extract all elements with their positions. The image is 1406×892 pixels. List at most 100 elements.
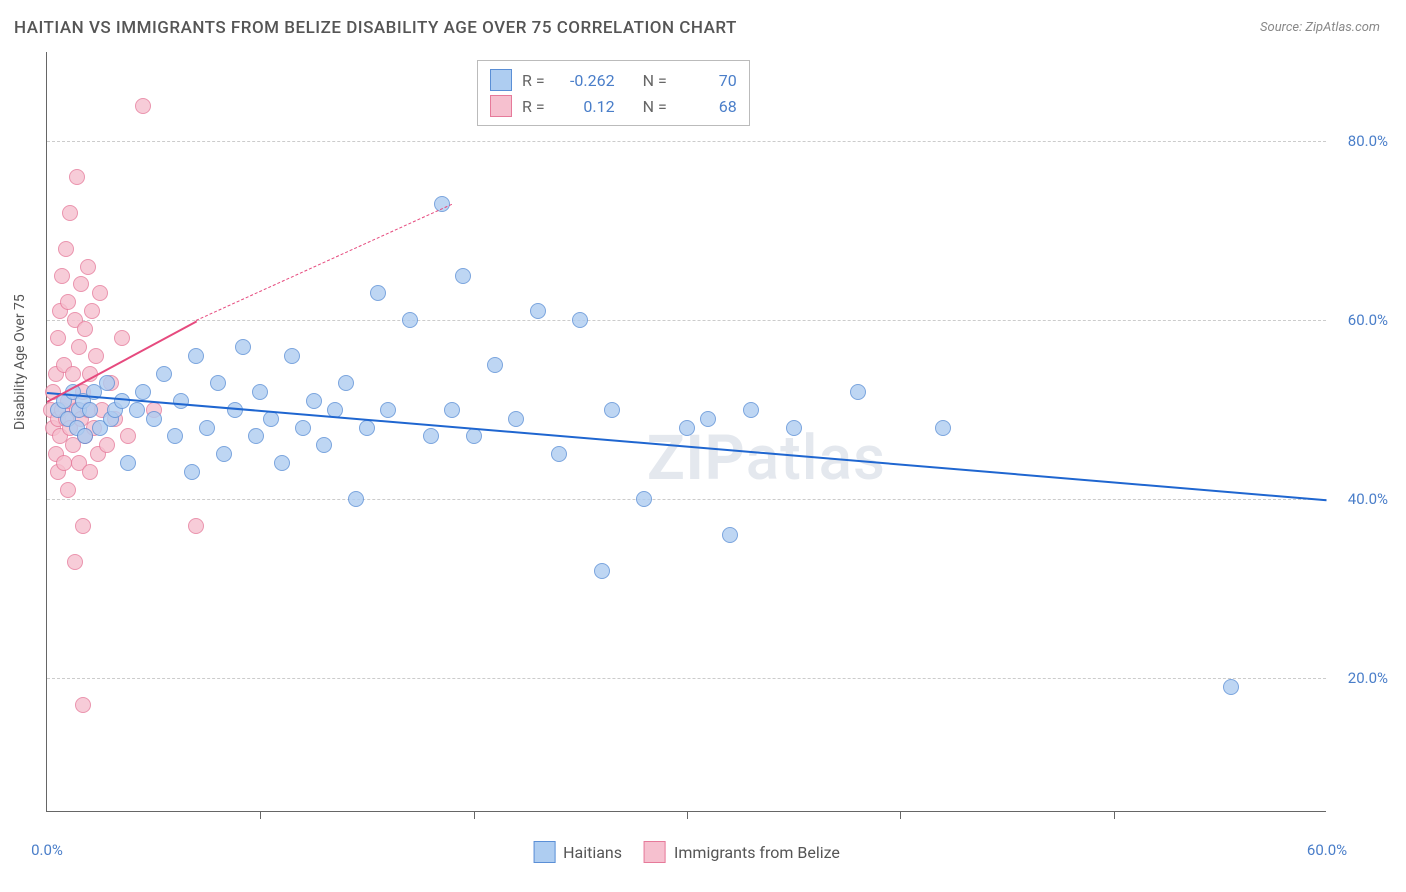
scatter-point-belize (82, 464, 98, 480)
scatter-point-belize (120, 428, 136, 444)
scatter-point-haitians (572, 312, 588, 328)
scatter-point-belize (69, 169, 85, 185)
scatter-point-haitians (487, 357, 503, 373)
regression-line-belize-dash (196, 204, 452, 321)
scatter-point-belize (50, 330, 66, 346)
y-tick-label: 80.0% (1333, 132, 1388, 150)
scatter-point-haitians (146, 411, 162, 427)
scatter-point-haitians (295, 420, 311, 436)
scatter-point-haitians (184, 464, 200, 480)
scatter-point-haitians (210, 375, 226, 391)
grid-line (47, 141, 1326, 142)
scatter-point-haitians (129, 402, 145, 418)
stats-legend-box: R = -0.262 N = 70 R = 0.12 N = 68 (477, 60, 750, 126)
scatter-point-belize (67, 554, 83, 570)
scatter-point-haitians (156, 366, 172, 382)
scatter-point-belize (188, 518, 204, 534)
n-label: N = (643, 97, 667, 116)
scatter-point-haitians (338, 375, 354, 391)
scatter-point-belize (60, 294, 76, 310)
regression-line-haitians (47, 392, 1327, 501)
scatter-point-belize (92, 285, 108, 301)
scatter-point-haitians (120, 455, 136, 471)
scatter-point-haitians (274, 455, 290, 471)
scatter-point-haitians (700, 411, 716, 427)
scatter-point-haitians (348, 491, 364, 507)
x-tick-label: 0.0% (31, 841, 63, 859)
bottom-legend: Haitians Immigrants from Belize (533, 841, 840, 863)
scatter-point-belize (71, 339, 87, 355)
scatter-point-haitians (604, 402, 620, 418)
scatter-point-haitians (636, 491, 652, 507)
n-value-haitians: 70 (677, 71, 737, 90)
grid-line (47, 678, 1326, 679)
scatter-point-haitians (743, 402, 759, 418)
y-tick-label: 40.0% (1333, 490, 1388, 508)
scatter-point-haitians (466, 428, 482, 444)
scatter-point-haitians (359, 420, 375, 436)
scatter-point-haitians (306, 393, 322, 409)
scatter-point-belize (60, 482, 76, 498)
scatter-point-haitians (1223, 679, 1239, 695)
n-label: N = (643, 71, 667, 90)
chart-title: HAITIAN VS IMMIGRANTS FROM BELIZE DISABI… (14, 18, 737, 38)
x-tick (1114, 811, 1115, 819)
y-tick-label: 20.0% (1333, 669, 1388, 687)
scatter-point-haitians (248, 428, 264, 444)
scatter-point-haitians (455, 268, 471, 284)
scatter-point-haitians (508, 411, 524, 427)
stats-row-haitians: R = -0.262 N = 70 (490, 67, 737, 93)
scatter-point-haitians (82, 402, 98, 418)
y-tick-label: 60.0% (1333, 311, 1388, 329)
scatter-point-haitians (99, 375, 115, 391)
scatter-point-haitians (216, 446, 232, 462)
scatter-point-haitians (77, 428, 93, 444)
scatter-point-haitians (135, 384, 151, 400)
scatter-point-haitians (402, 312, 418, 328)
x-tick-label: 60.0% (1307, 841, 1347, 859)
scatter-point-belize (114, 330, 130, 346)
grid-line (47, 499, 1326, 500)
scatter-point-belize (99, 437, 115, 453)
x-tick (474, 811, 475, 819)
stats-row-belize: R = 0.12 N = 68 (490, 93, 737, 119)
r-label: R = (522, 71, 545, 90)
scatter-point-haitians (235, 339, 251, 355)
scatter-point-belize (77, 321, 93, 337)
swatch-haitians (490, 69, 512, 91)
x-tick (260, 811, 261, 819)
r-label: R = (522, 97, 545, 116)
grid-line (47, 320, 1326, 321)
scatter-point-haitians (316, 437, 332, 453)
scatter-point-belize (88, 348, 104, 364)
scatter-point-haitians (850, 384, 866, 400)
scatter-point-haitians (423, 428, 439, 444)
scatter-point-haitians (284, 348, 300, 364)
scatter-point-belize (135, 98, 151, 114)
legend-item-haitians: Haitians (533, 841, 622, 863)
scatter-point-belize (84, 303, 100, 319)
scatter-point-haitians (444, 402, 460, 418)
r-value-haitians: -0.262 (555, 71, 615, 90)
scatter-point-haitians (199, 420, 215, 436)
watermark-bold: ZIP (647, 422, 746, 495)
legend-item-belize: Immigrants from Belize (644, 841, 840, 863)
scatter-point-haitians (167, 428, 183, 444)
scatter-point-haitians (252, 384, 268, 400)
scatter-point-haitians (188, 348, 204, 364)
scatter-point-haitians (370, 285, 386, 301)
scatter-point-belize (75, 697, 91, 713)
scatter-point-haitians (722, 527, 738, 543)
y-axis-label: Disability Age Over 75 (12, 294, 28, 430)
swatch-haitians (533, 841, 555, 863)
n-value-belize: 68 (677, 97, 737, 116)
source-attribution: Source: ZipAtlas.com (1260, 20, 1380, 35)
scatter-point-haitians (380, 402, 396, 418)
scatter-point-belize (54, 268, 70, 284)
x-tick (687, 811, 688, 819)
scatter-point-belize (75, 518, 91, 534)
scatter-point-belize (62, 205, 78, 221)
legend-label-haitians: Haitians (563, 843, 622, 862)
scatter-point-haitians (786, 420, 802, 436)
swatch-belize (490, 95, 512, 117)
